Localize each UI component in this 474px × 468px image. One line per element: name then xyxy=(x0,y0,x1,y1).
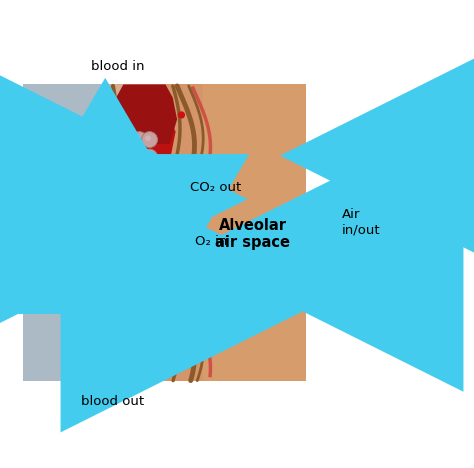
Circle shape xyxy=(145,205,151,211)
Circle shape xyxy=(149,170,155,176)
Circle shape xyxy=(148,188,154,193)
Circle shape xyxy=(122,205,128,211)
Polygon shape xyxy=(108,85,164,380)
Circle shape xyxy=(178,111,185,118)
Circle shape xyxy=(133,339,138,345)
Circle shape xyxy=(118,336,134,352)
Circle shape xyxy=(149,307,155,313)
Polygon shape xyxy=(112,114,182,259)
Text: CO₂ out: CO₂ out xyxy=(190,181,241,194)
Circle shape xyxy=(142,132,157,147)
Circle shape xyxy=(123,307,128,313)
Polygon shape xyxy=(23,85,115,380)
Circle shape xyxy=(142,272,157,288)
Circle shape xyxy=(145,275,150,281)
Circle shape xyxy=(147,323,153,329)
Circle shape xyxy=(121,275,127,281)
Circle shape xyxy=(134,323,140,329)
Circle shape xyxy=(122,153,128,159)
Circle shape xyxy=(130,288,146,304)
Circle shape xyxy=(183,336,191,344)
Circle shape xyxy=(145,135,151,141)
Circle shape xyxy=(146,304,162,321)
Circle shape xyxy=(122,135,128,141)
Circle shape xyxy=(134,153,139,159)
Circle shape xyxy=(118,132,134,147)
Circle shape xyxy=(130,336,146,352)
Circle shape xyxy=(145,292,150,297)
Text: O₂ in: O₂ in xyxy=(194,235,227,249)
Circle shape xyxy=(134,205,139,211)
Circle shape xyxy=(122,188,128,193)
Circle shape xyxy=(123,170,129,176)
Polygon shape xyxy=(109,85,177,144)
Circle shape xyxy=(118,149,134,165)
Circle shape xyxy=(120,304,136,321)
Circle shape xyxy=(142,336,157,352)
Circle shape xyxy=(142,149,157,165)
Circle shape xyxy=(145,153,151,159)
Circle shape xyxy=(118,321,134,336)
Circle shape xyxy=(145,339,150,345)
Text: blood in: blood in xyxy=(91,60,144,73)
Circle shape xyxy=(145,184,160,200)
Circle shape xyxy=(121,323,127,329)
Circle shape xyxy=(142,288,157,304)
Circle shape xyxy=(130,149,146,165)
Circle shape xyxy=(133,292,138,297)
Circle shape xyxy=(134,275,140,281)
Circle shape xyxy=(145,321,160,336)
Circle shape xyxy=(121,339,127,345)
Circle shape xyxy=(131,132,147,147)
Circle shape xyxy=(135,135,141,141)
Circle shape xyxy=(134,304,149,321)
Circle shape xyxy=(146,167,162,183)
Polygon shape xyxy=(115,85,142,380)
Circle shape xyxy=(137,307,142,313)
Circle shape xyxy=(131,184,147,200)
Polygon shape xyxy=(203,85,306,380)
Circle shape xyxy=(131,321,147,336)
Circle shape xyxy=(137,170,143,176)
Polygon shape xyxy=(108,259,185,367)
Circle shape xyxy=(121,292,127,297)
Circle shape xyxy=(120,167,136,183)
Text: Air
in/out: Air in/out xyxy=(342,208,381,236)
Text: blood out: blood out xyxy=(81,395,144,408)
Circle shape xyxy=(134,167,149,183)
Text: Alveolar
air space: Alveolar air space xyxy=(215,218,290,250)
Circle shape xyxy=(187,259,194,266)
Circle shape xyxy=(118,288,134,304)
Polygon shape xyxy=(23,85,306,380)
Circle shape xyxy=(118,201,134,217)
Circle shape xyxy=(118,184,134,200)
Circle shape xyxy=(118,272,134,288)
Circle shape xyxy=(142,201,157,217)
Circle shape xyxy=(182,181,189,188)
Circle shape xyxy=(131,272,147,288)
Circle shape xyxy=(135,188,141,193)
Circle shape xyxy=(130,201,146,217)
